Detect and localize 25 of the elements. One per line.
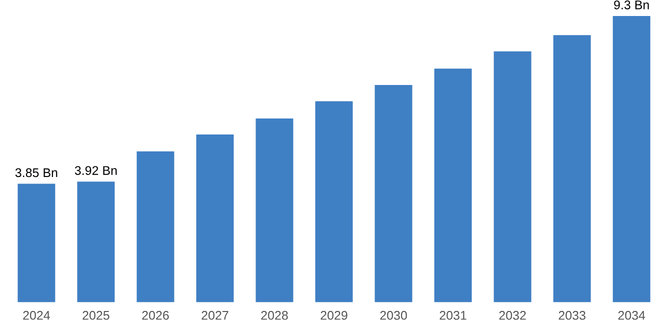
bar [612, 16, 650, 302]
bar [18, 184, 56, 302]
bar [196, 134, 234, 302]
x-tick-label: 2031 [440, 310, 466, 320]
x-tick-label: 2025 [82, 310, 110, 320]
bar [553, 35, 591, 302]
x-tick-label: 2028 [261, 310, 288, 320]
bar [136, 151, 174, 302]
bar [315, 101, 353, 302]
x-tick-label: 2024 [23, 310, 50, 320]
x-tick-label: 2026 [142, 310, 169, 320]
x-tick-label: 2034 [618, 310, 646, 320]
x-tick-label: 2029 [320, 310, 348, 320]
bar [374, 84, 412, 302]
bar [494, 51, 532, 302]
data-label: 9.3 Bn [614, 0, 649, 10]
x-tick-label: 2033 [558, 310, 586, 320]
bar [256, 118, 294, 302]
data-label: 3.92 Bn [74, 166, 117, 175]
data-label: 3.85 Bn [15, 168, 58, 178]
x-tick-label: 2032 [499, 310, 526, 320]
x-tick-label: 2030 [380, 310, 407, 320]
bar [434, 68, 472, 302]
bar [77, 182, 115, 302]
x-tick-label: 2027 [202, 310, 228, 320]
